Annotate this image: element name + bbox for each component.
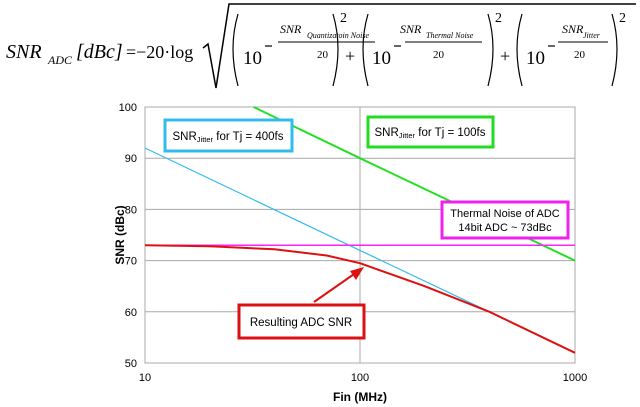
term1-denominator: 20: [317, 49, 329, 61]
annotation-tj400-text: SNRJitter for Tj = 400fs: [173, 131, 284, 144]
series-resulting-snr: [144, 244, 576, 354]
term1-base: 10: [243, 48, 262, 69]
term2-denominator: 20: [433, 49, 445, 61]
term2-right-paren: [487, 13, 494, 87]
y-tick-label: 90: [125, 153, 137, 165]
annotation-tj100-box: [366, 115, 495, 149]
annotation-thermal-line1: Thermal Noise of ADC: [450, 208, 559, 220]
snr-formula: SNR ADC [dBc] =−20·log 10 SNR Quantizato…: [6, 3, 636, 89]
annotation-tj100: SNRJitter for Tj = 100fs: [366, 115, 495, 149]
formula-lhs-unit: [dBc]: [76, 41, 123, 63]
x-tick-labels: 10 100 1000: [139, 372, 587, 384]
term3-square: 2: [619, 11, 626, 26]
y-axis-label: SNR (dBc): [113, 205, 127, 264]
term1-snr: SNR: [280, 22, 302, 36]
annotation-thermal-box: [440, 200, 570, 240]
term1-square: 2: [340, 11, 347, 26]
snr-chart: 50 60 70 80 90 100 10 100 1000 SNR (dBc) Fin (M…: [113, 102, 587, 404]
term2-left-paren: [362, 13, 369, 87]
term3-denominator: 20: [574, 49, 586, 61]
x-axis-label: Fin (MHz): [333, 390, 387, 404]
term1-subscript: Quantizatoin Noise: [307, 31, 369, 40]
result-arrow-head: [350, 267, 364, 280]
term3-left-paren: [516, 13, 523, 87]
sqrt-sign: [202, 3, 636, 89]
formula-lhs-symbol: SNR: [6, 41, 42, 63]
term3-snr: SNR: [562, 22, 584, 36]
annotation-tj100-text: SNRJitter for Tj = 100fs: [375, 127, 486, 140]
annotation-tj400: SNRJitter for Tj = 400fs: [163, 118, 294, 153]
formula-lhs-subscript: ADC: [47, 53, 73, 67]
annotation-result-box: [237, 303, 366, 340]
annotation-result: Resulting ADC SNR: [237, 267, 366, 340]
y-tick-label: 70: [125, 256, 137, 268]
term3-base: 10: [526, 48, 545, 69]
term2-subscript: Thermal Noise: [426, 31, 474, 40]
x-tick-label: 1000: [563, 372, 587, 384]
term3-subscript: Jitter: [583, 31, 601, 40]
x-tick-label: 10: [139, 372, 151, 384]
term2-base: 10: [372, 48, 391, 69]
result-arrow-shaft: [313, 271, 358, 303]
term1-left-paren: [232, 13, 239, 87]
annotation-result-text: Resulting ADC SNR: [250, 317, 352, 329]
x-tick-label: 100: [351, 372, 369, 384]
y-tick-labels: 50 60 70 80 90 100: [119, 102, 137, 370]
formula-plus-1: +: [345, 46, 355, 66]
annotation-thermal-line2: 14bit ADC ~ 73dBc: [458, 222, 552, 234]
annotation-tj400-box: [163, 118, 294, 153]
formula-coefficient: =−20·log: [126, 42, 193, 62]
formula-plus-2: +: [500, 46, 510, 66]
y-tick-label: 100: [119, 102, 137, 114]
formula-term-jitter: 10 SNR Jitter 20 2: [516, 11, 626, 87]
term2-snr: SNR: [400, 22, 422, 36]
term2-square: 2: [495, 11, 502, 26]
y-tick-label: 80: [125, 204, 137, 216]
y-tick-label: 60: [125, 307, 137, 319]
y-tick-label: 50: [125, 358, 137, 370]
formula-term-thermal: 10 SNR Thermal Noise 20 2: [362, 11, 502, 87]
term3-right-paren: [611, 13, 618, 87]
term1-right-paren: [332, 13, 339, 87]
annotation-thermal: Thermal Noise of ADC 14bit ADC ~ 73dBc: [440, 200, 570, 240]
formula-term-quantization: 10 SNR Quantizatoin Noise 20 2: [232, 11, 375, 87]
series-jitter-400fs: [144, 147, 490, 313]
